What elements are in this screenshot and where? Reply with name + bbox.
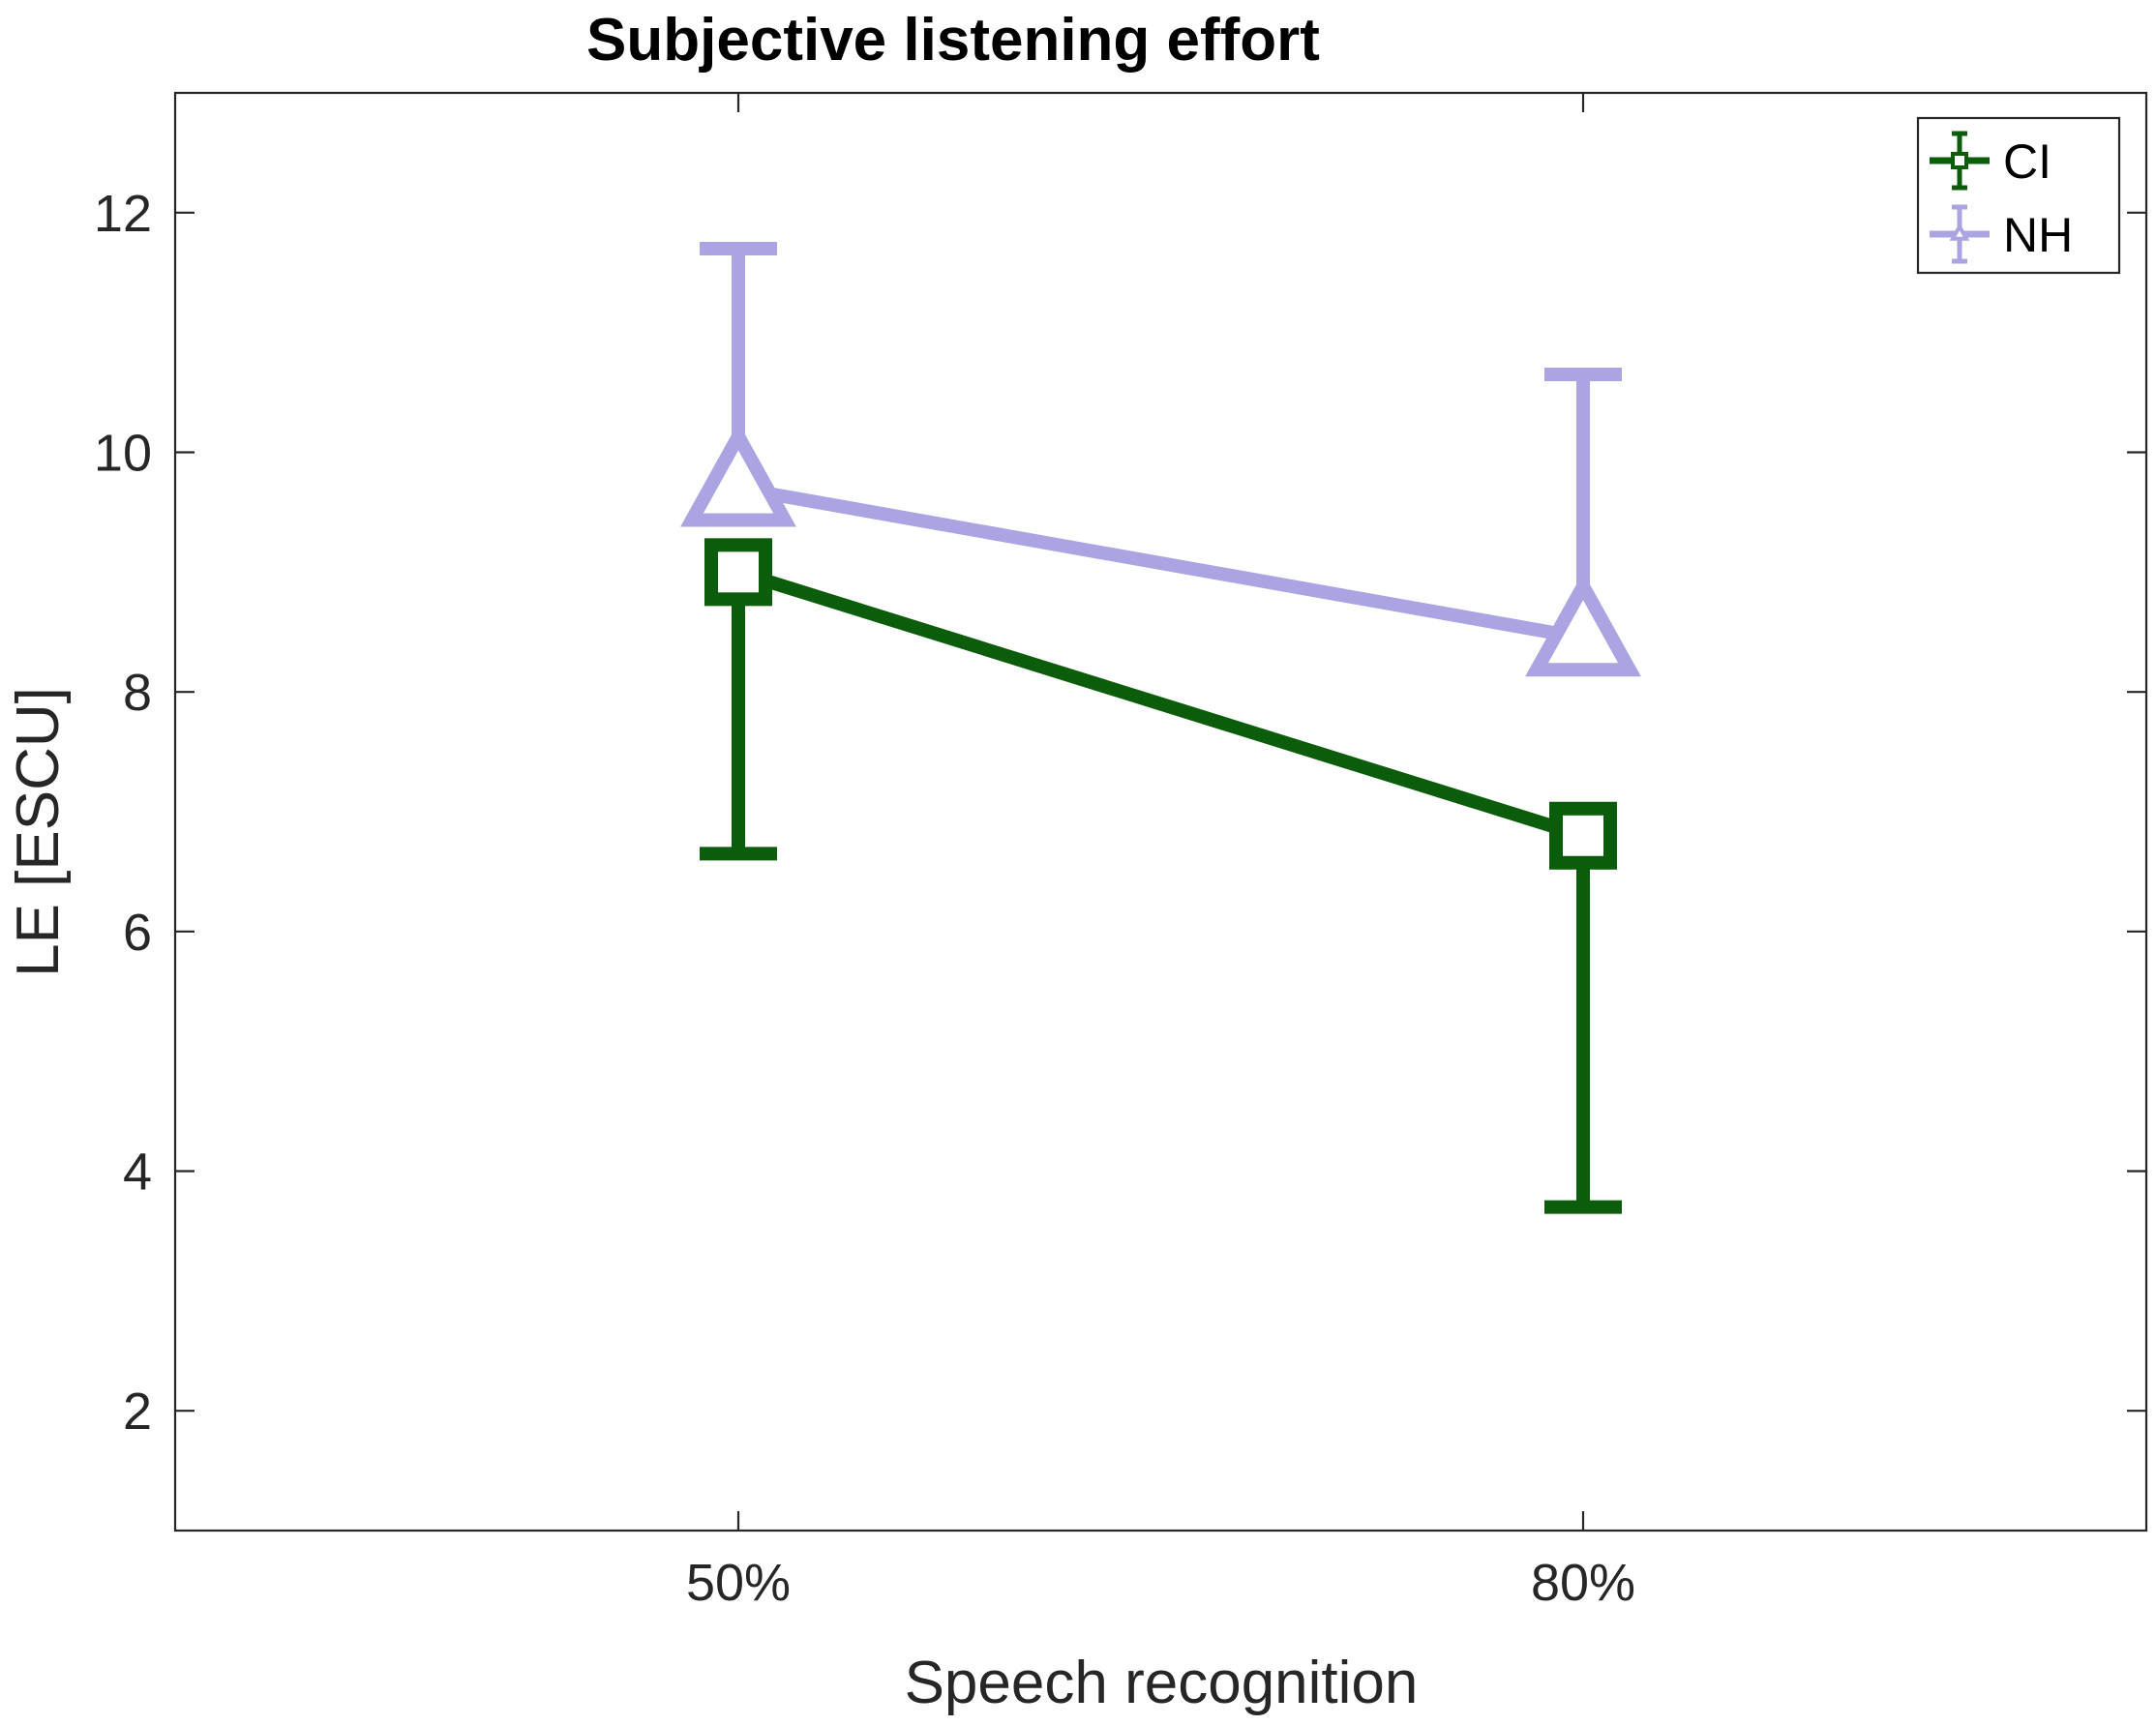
chart-title: Subjective listening effort xyxy=(586,7,1320,74)
y-tick-label: 4 xyxy=(123,1144,152,1202)
legend-label: NH xyxy=(2003,208,2073,262)
legend-box xyxy=(1916,116,2121,275)
series-line xyxy=(735,565,1586,843)
x-tick-label: 50% xyxy=(686,1554,791,1612)
axes: 2 4 6 8 10 12 50% 80% xyxy=(94,91,2148,1612)
x-tick-label: 80% xyxy=(1531,1554,1635,1612)
legend-label: CI xyxy=(2003,134,2051,189)
y-tick-label: 12 xyxy=(94,185,152,243)
y-axis-label: LE [ESCU] xyxy=(5,687,72,977)
x-axis-label: Speech recognition xyxy=(905,1650,1419,1716)
series-line xyxy=(736,481,1585,645)
y-tick-label: 8 xyxy=(123,664,152,722)
legend-marker xyxy=(1951,152,1968,169)
series-layer xyxy=(680,241,1641,1214)
y-tick-label: 2 xyxy=(123,1383,152,1441)
data-point xyxy=(1525,572,1641,677)
series-nh xyxy=(680,241,1641,677)
legend: CI NH xyxy=(1916,116,2121,275)
legend-marker xyxy=(1949,223,1970,241)
series-ci xyxy=(700,538,1622,1214)
data-point xyxy=(1549,801,1617,870)
plot-frame xyxy=(173,91,2148,1533)
y-tick-label: 10 xyxy=(94,425,152,483)
data-point xyxy=(704,538,772,607)
y-tick-label: 6 xyxy=(123,904,152,962)
data-point xyxy=(680,422,796,527)
